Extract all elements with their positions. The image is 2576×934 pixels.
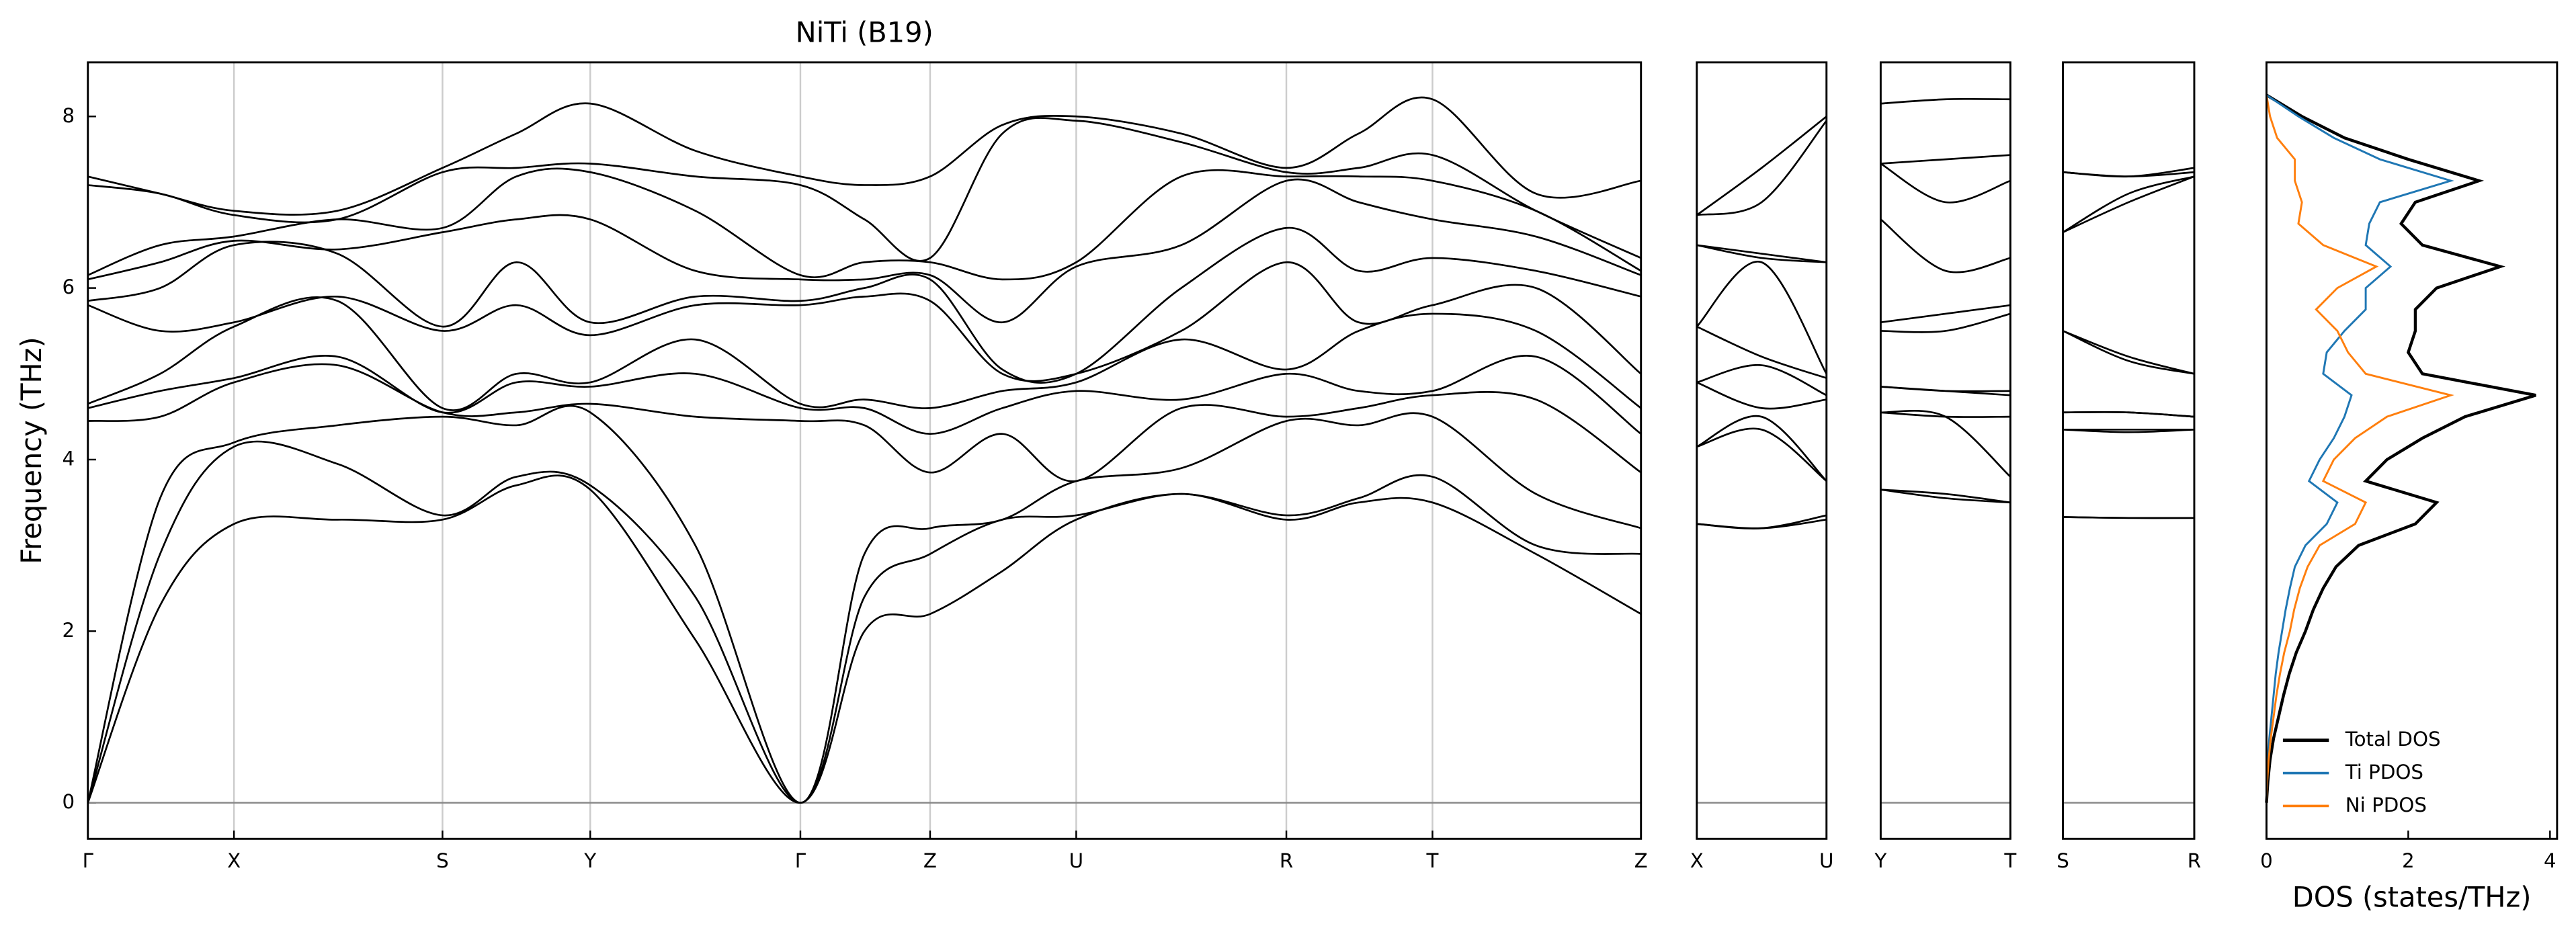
y-axis-label: Frequency (THz) <box>15 337 48 564</box>
x-tick-label: X <box>227 849 241 872</box>
band-line <box>2063 330 2195 375</box>
axes-frame <box>1879 61 2011 840</box>
x-tick-label: U <box>1069 849 1083 872</box>
band-line <box>1880 218 2011 273</box>
axes-frame <box>1696 61 1828 840</box>
band-line <box>1696 116 1827 216</box>
dos-line <box>2265 94 2454 803</box>
band-line <box>1880 489 2011 504</box>
band-line <box>1696 364 1827 396</box>
band-line <box>1696 427 1827 482</box>
x-tick-label: T <box>1426 849 1439 872</box>
panel: Γ X S Y Γ Z U R T Z 0 2 4 6 8 NiTi (B19) Frequency (THz) <box>15 15 1648 872</box>
band-line <box>87 96 1641 216</box>
x-tick-label: Y <box>583 849 596 872</box>
band-line <box>1880 411 2011 418</box>
band-line <box>87 178 1642 324</box>
band-line <box>87 261 1642 382</box>
band-line <box>1880 154 2011 165</box>
x-tick-label: 4 <box>2544 849 2557 872</box>
band-line <box>1696 244 1827 263</box>
y-tick-label: 8 <box>63 104 75 127</box>
band-line <box>87 226 1642 384</box>
band-line <box>2062 175 2195 233</box>
band-line <box>2062 330 2195 375</box>
y-tick-label: 4 <box>63 447 75 470</box>
axes-frame <box>87 61 1643 840</box>
x-tick-label: 0 <box>2260 849 2273 872</box>
x-tick-label: Γ <box>83 849 94 872</box>
x-tick-label: T <box>2003 849 2016 872</box>
legend-label: Ni PDOS <box>2345 794 2427 816</box>
band-line <box>87 296 1642 411</box>
band-line <box>87 117 1642 262</box>
x-tick-label: S <box>2056 849 2069 872</box>
band-line <box>87 440 1641 804</box>
band-line <box>1696 261 1827 374</box>
band-line <box>87 474 1642 804</box>
band-line <box>1696 244 1827 263</box>
band-line <box>2062 175 2195 233</box>
band-line <box>87 355 1642 435</box>
x-tick-label: Γ <box>795 849 806 872</box>
band-line <box>1880 489 2011 504</box>
band-line <box>87 167 1642 281</box>
band-line <box>1880 163 2011 204</box>
x-tick-label: U <box>1819 849 1833 872</box>
x-tick-label: Y <box>1874 849 1886 872</box>
band-line <box>2063 167 2195 178</box>
x-tick-label: Z <box>1634 849 1648 872</box>
band-line <box>87 405 1642 804</box>
y-tick-label: 0 <box>63 790 75 813</box>
band-line <box>87 363 1642 482</box>
band-line <box>1696 120 1827 216</box>
x-tick-label: R <box>2188 849 2201 872</box>
band-line <box>1696 381 1827 410</box>
dos-line <box>2265 95 2454 803</box>
band-line <box>2063 516 2194 519</box>
band-line <box>1880 386 2011 392</box>
legend-label: Ti PDOS <box>2345 761 2423 783</box>
dos-line <box>2265 93 2536 803</box>
band-line <box>1696 514 1827 529</box>
band-line <box>1696 415 1827 482</box>
band-line <box>1696 325 1827 379</box>
x-tick-label: X <box>1690 849 1704 872</box>
x-tick-label: 2 <box>2402 849 2415 872</box>
x-tick-label: Z <box>923 849 937 872</box>
axes-frame <box>2062 61 2196 840</box>
x-axis-label: DOS (states/THz) <box>2292 881 2532 914</box>
y-tick-label: 6 <box>63 275 75 298</box>
band-line <box>1880 312 2011 333</box>
band-line <box>1880 304 2011 324</box>
x-tick-label: R <box>1280 849 1293 872</box>
axes-frame <box>2265 61 2559 840</box>
x-tick-label: S <box>436 849 449 872</box>
band-line <box>2063 411 2195 418</box>
band-line <box>1880 97 2011 105</box>
chart-title: NiTi (B19) <box>796 15 933 48</box>
panel: 0 2 4 DOS (states/THz) Total DOS Ti PDOS Ni PD… <box>2260 61 2559 914</box>
legend-label: Total DOS <box>2345 728 2441 751</box>
y-tick-label: 2 <box>63 619 75 642</box>
